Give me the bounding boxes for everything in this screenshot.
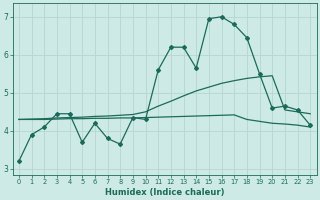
X-axis label: Humidex (Indice chaleur): Humidex (Indice chaleur) <box>105 188 224 197</box>
